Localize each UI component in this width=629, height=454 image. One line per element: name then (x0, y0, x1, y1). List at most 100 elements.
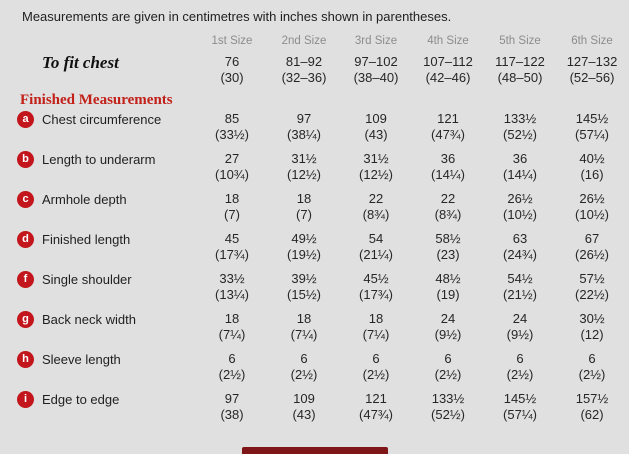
size-header-label: 3rd Size (354, 35, 398, 47)
measurement-value-cm: 45 (224, 231, 240, 246)
measurement-value-inches: (32–36) (281, 70, 327, 85)
measurement-row: i Edge to edge 97 (38) 109 (43) 121 (47¾) 133½ (5… (0, 391, 629, 431)
measurement-value-cm: 31½ (291, 151, 317, 166)
measurement-value-cell: 18 (7) (196, 191, 268, 223)
measurement-value-cm: 145½ (503, 391, 537, 406)
measurement-value-cm: 45½ (363, 271, 389, 286)
measurement-row: f Single shoulder 33½ (13¼) 39½ (15½) 45½ (17¾)… (0, 271, 629, 311)
measurement-value-cell: 22 (8¾) (340, 191, 412, 223)
measurement-value-cm: 6 (372, 351, 380, 366)
measurement-value-inches: (19) (436, 287, 460, 302)
measurement-value-cm: 36 (512, 151, 528, 166)
measurement-value-cell: 76 (30) (196, 54, 268, 86)
measurement-value-cm: 85 (224, 111, 240, 126)
measurement-row-label: Edge to edge (42, 392, 120, 407)
measurement-value-cell: 24 (9½) (484, 311, 556, 343)
measurement-value-cm: 54½ (507, 271, 533, 286)
measurement-value-cm: 18 (224, 191, 240, 206)
measurement-value-cell: 24 (9½) (412, 311, 484, 343)
size-header-row: 1st Size 2nd Size 3rd Size 4th Size 5th Size… (0, 35, 629, 47)
measurement-value-cm: 57½ (579, 271, 605, 286)
measurement-value-inches: (30) (220, 70, 244, 85)
measurement-value-cm: 6 (300, 351, 308, 366)
measurement-row-label: Length to underarm (42, 152, 156, 167)
measurement-row: b Length to underarm 27 (10¾) 31½ (12½) 31½ (12… (0, 151, 629, 191)
measurement-value-inches: (57¼) (575, 127, 609, 142)
measurement-value-cm: 39½ (291, 271, 317, 286)
measurement-value-inches: (43) (364, 127, 388, 142)
measurement-value-cell: 133½ (52½) (484, 111, 556, 143)
measurement-value-inches: (16) (580, 167, 604, 182)
measurement-row-label-cell: b Length to underarm (0, 151, 196, 168)
measurement-row-label-cell: g Back neck width (0, 311, 196, 328)
measurement-value-cell: 22 (8¾) (412, 191, 484, 223)
measurement-value-inches: (2½) (218, 367, 246, 382)
measurement-value-cm: 18 (296, 311, 312, 326)
measurement-value-cell: 26½ (10½) (556, 191, 628, 223)
measurement-value-cm: 6 (516, 351, 524, 366)
measurement-value-cell: 27 (10¾) (196, 151, 268, 183)
measurement-value-cm: 18 (224, 311, 240, 326)
measurement-value-cell: 6 (2½) (196, 351, 268, 383)
measurement-value-cm: 133½ (431, 391, 465, 406)
size-header-label: 6th Size (571, 35, 613, 47)
measurement-value-cm: 40½ (579, 151, 605, 166)
measurement-value-cm: 18 (368, 311, 384, 326)
measurement-value-inches: (8¾) (434, 207, 462, 222)
measurement-row: h Sleeve length 6 (2½) 6 (2½) 6 (2½) 6 (2½) 6 (2½) 6… (0, 351, 629, 391)
measurement-value-inches: (47¾) (359, 407, 393, 422)
measurement-value-cm: 97–102 (354, 54, 398, 69)
measurement-value-cell: 109 (43) (340, 111, 412, 143)
measurement-value-inches: (9½) (506, 327, 534, 342)
measurement-value-inches: (9½) (434, 327, 462, 342)
measurement-value-cm: 97 (296, 111, 312, 126)
measurement-value-inches: (22½) (575, 287, 609, 302)
measurement-value-inches: (8¾) (362, 207, 390, 222)
measurement-value-cell: 63 (24¾) (484, 231, 556, 263)
measurement-row-label: Finished length (42, 232, 131, 247)
badge-f: f (17, 271, 34, 288)
measurement-value-cell: 97 (38¼) (268, 111, 340, 143)
measurement-value-inches: (15½) (287, 287, 321, 302)
size-header-label: 1st Size (211, 35, 253, 47)
measurement-value-cm: 117–122 (495, 54, 545, 69)
measurement-row-label-cell: i Edge to edge (0, 391, 196, 408)
measurement-value-cm: 121 (437, 111, 459, 126)
measurement-value-cell: 109 (43) (268, 391, 340, 423)
measurement-value-cm: 18 (296, 191, 312, 206)
measurement-value-cell: 45½ (17¾) (340, 271, 412, 303)
measurement-value-cell: 48½ (19) (412, 271, 484, 303)
measurement-value-cm: 6 (444, 351, 452, 366)
measurement-value-cm: 81–92 (285, 54, 323, 69)
measurement-value-cm: 33½ (219, 271, 245, 286)
measurement-value-cm: 24 (512, 311, 528, 326)
size-header-label: 4th Size (427, 35, 469, 47)
measurement-value-cm: 49½ (291, 231, 317, 246)
measurement-value-cm: 121 (365, 391, 387, 406)
measurement-row-label: Chest circumference (42, 112, 162, 127)
measurement-value-inches: (12) (580, 327, 604, 342)
measurement-value-cm: 157½ (575, 391, 609, 406)
size-header-label: 2nd Size (281, 35, 327, 47)
measurement-row-label-cell: h Sleeve length (0, 351, 196, 368)
measurement-row: g Back neck width 18 (7¼) 18 (7¼) 18 (7¼) 24 (9½)… (0, 311, 629, 351)
measurement-value-cell: 40½ (16) (556, 151, 628, 183)
measurement-value-cell: 81–92 (32–36) (268, 54, 340, 86)
measurement-value-inches: (17¾) (359, 287, 393, 302)
measurement-value-cm: 26½ (507, 191, 533, 206)
measurement-row: d Finished length 45 (17¾) 49½ (19½) 54 (21¼) 58… (0, 231, 629, 271)
badge-a: a (17, 111, 34, 128)
measurement-value-cm: 145½ (575, 111, 609, 126)
measurement-value-inches: (12½) (287, 167, 321, 182)
measurement-value-cm: 6 (588, 351, 596, 366)
measurement-row-label-cell: f Single shoulder (0, 271, 196, 288)
measurement-value-cell: 39½ (15½) (268, 271, 340, 303)
measurement-value-inches: (13¼) (215, 287, 249, 302)
measurement-value-cm: 107–112 (423, 54, 473, 69)
measurement-value-cm: 109 (365, 111, 387, 126)
measurement-value-cm: 67 (584, 231, 600, 246)
measurement-value-cell: 33½ (13¼) (196, 271, 268, 303)
measurement-value-inches: (2½) (506, 367, 534, 382)
measurement-value-inches: (10½) (503, 207, 537, 222)
